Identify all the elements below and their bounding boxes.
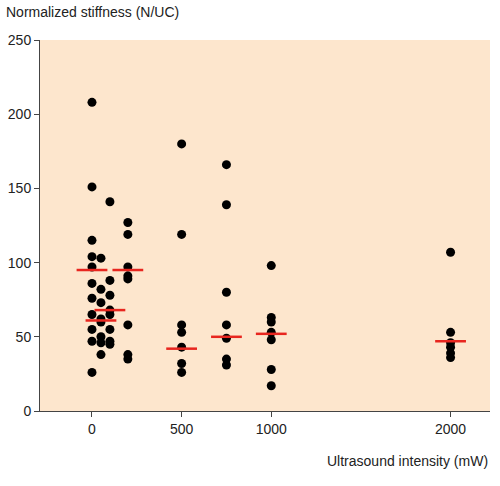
- svg-text:150: 150: [8, 180, 32, 196]
- svg-text:1000: 1000: [256, 421, 287, 437]
- svg-text:50: 50: [16, 329, 32, 345]
- svg-text:500: 500: [170, 421, 194, 437]
- svg-text:100: 100: [8, 255, 32, 271]
- svg-text:200: 200: [8, 106, 32, 122]
- svg-text:0: 0: [23, 403, 31, 419]
- svg-text:2000: 2000: [435, 421, 466, 437]
- svg-text:250: 250: [8, 32, 32, 48]
- svg-text:Normalized stiffness (N/UC): Normalized stiffness (N/UC): [6, 4, 179, 20]
- svg-text:Ultrasound intensity (mW): Ultrasound intensity (mW): [327, 453, 488, 469]
- svg-text:0: 0: [88, 421, 96, 437]
